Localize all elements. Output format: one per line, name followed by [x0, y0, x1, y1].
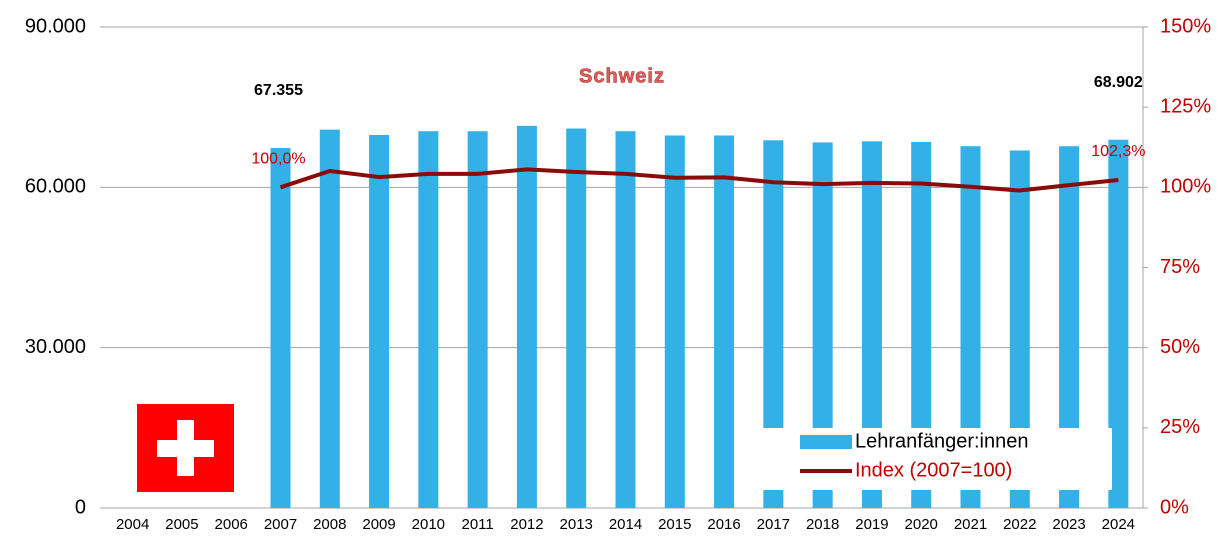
- x-tick-label: 2016: [707, 516, 740, 533]
- legend-label: Lehranfänger:innen: [855, 430, 1028, 452]
- legend-label: Index (2007=100): [855, 459, 1012, 481]
- x-tick-label: 2005: [165, 516, 198, 533]
- x-tick-label: 2009: [362, 516, 395, 533]
- y2-tick-label: 0%: [1160, 496, 1189, 518]
- bar: [418, 131, 439, 508]
- bar: [714, 135, 735, 508]
- data-label: 100,0%: [251, 151, 305, 168]
- x-tick-label: 2022: [1003, 516, 1036, 533]
- x-tick-label: 2008: [313, 516, 346, 533]
- data-label: 102,3%: [1091, 143, 1145, 160]
- y2-tick-label: 150%: [1160, 15, 1211, 37]
- x-tick-label: 2010: [412, 516, 445, 533]
- bar: [664, 135, 685, 508]
- y2-tick-label: 100%: [1160, 176, 1211, 198]
- data-label: 68.902: [1094, 74, 1143, 91]
- index-line: [279, 167, 1119, 193]
- bar: [1108, 139, 1129, 509]
- data-label: 67.355: [254, 82, 303, 99]
- x-tick-label: 2017: [757, 516, 790, 533]
- y-tick-label: 0: [75, 496, 86, 518]
- x-tick-label: 2024: [1102, 516, 1135, 533]
- x-tick-label: 2007: [264, 516, 297, 533]
- y2-tick-label: 50%: [1160, 336, 1200, 358]
- bar: [861, 141, 882, 509]
- x-tick-label: 2006: [215, 516, 248, 533]
- bar: [516, 125, 537, 508]
- bar: [319, 129, 340, 508]
- bar: [763, 140, 784, 508]
- x-tick-label: 2012: [510, 516, 543, 533]
- y2-tick-label: 75%: [1160, 256, 1200, 278]
- x-tick-label: 2021: [954, 516, 987, 533]
- bar: [812, 142, 833, 508]
- x-tick-label: 2015: [658, 516, 691, 533]
- x-tick-label: 2023: [1052, 516, 1085, 533]
- bar: [566, 128, 587, 509]
- swiss-flag: [137, 404, 234, 492]
- y-tick-label: 60.000: [25, 176, 86, 198]
- bar: [1059, 146, 1080, 509]
- y2-tick-label: 125%: [1160, 95, 1211, 117]
- bar: [467, 131, 488, 508]
- y2-tick-label: 25%: [1160, 416, 1200, 438]
- bar: [369, 134, 390, 509]
- x-tick-label: 2020: [905, 516, 938, 533]
- bar: [960, 146, 981, 509]
- chart-title: Schweiz: [579, 65, 665, 87]
- bar: [911, 141, 932, 508]
- y-tick-label: 90.000: [25, 15, 86, 37]
- x-tick-label: 2018: [806, 516, 839, 533]
- y-tick-label: 30.000: [25, 336, 86, 358]
- legend-swatch: [800, 435, 852, 449]
- x-tick-label: 2004: [116, 516, 149, 533]
- x-tick-label: 2013: [560, 516, 593, 533]
- bar: [270, 148, 291, 508]
- bar: [615, 131, 636, 508]
- bar: [1009, 150, 1030, 508]
- x-tick-label: 2014: [609, 516, 642, 533]
- x-tick-label: 2019: [855, 516, 888, 533]
- x-tick-label: 2011: [462, 516, 494, 533]
